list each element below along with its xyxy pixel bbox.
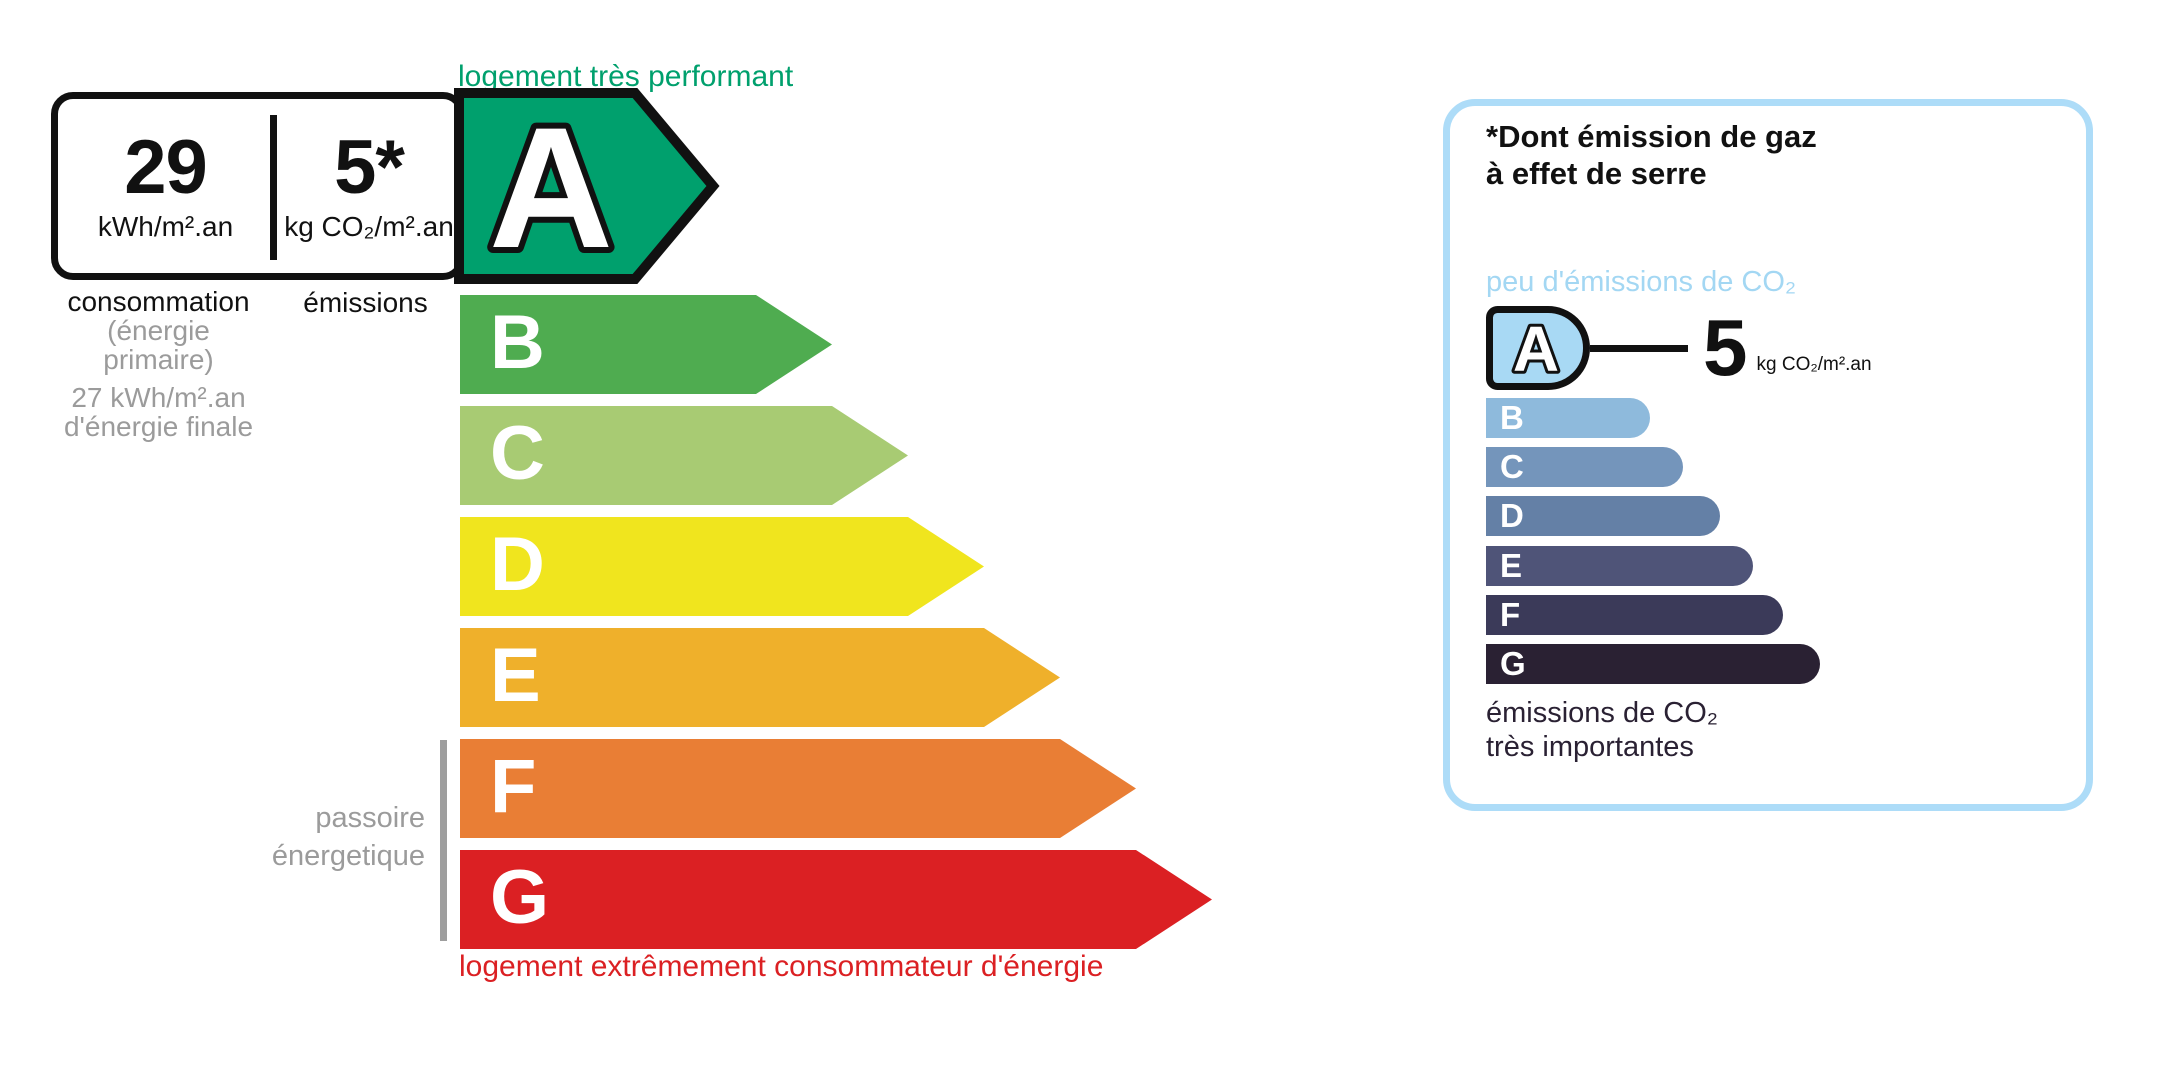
co2-class-a-badge-svg: A	[1510, 313, 1562, 383]
passoire-divider-line	[440, 740, 447, 941]
energy-bar-d: D	[460, 517, 984, 616]
passoire-label-line1: passoire	[315, 802, 425, 834]
co2-bar-d: D	[1486, 496, 1720, 536]
energy-bar-b: B	[460, 295, 832, 394]
emission-unit: kg CO₂/m².an	[284, 210, 454, 242]
energy-bar-g: G	[460, 850, 1212, 949]
bottom-caption: logement extrêmement consommateur d'éner…	[459, 950, 1104, 983]
score-box-divider	[270, 115, 277, 260]
energy-bar-f: F	[460, 739, 1136, 838]
co2-panel-title-line1: *Dont émission de gaz	[1486, 119, 1817, 154]
co2-class-a-badge: A	[1486, 306, 1590, 390]
co2-bar-f: F	[1486, 595, 1783, 635]
co2-bar-e-letter: E	[1500, 547, 1523, 584]
co2-bar-d-letter: D	[1500, 497, 1524, 534]
energy-bar-b-letter: B	[490, 300, 545, 385]
energy-bar-c-letter: C	[490, 411, 545, 496]
energy-bar-c: C	[460, 406, 908, 505]
co2-bar-c: C	[1486, 447, 1683, 487]
energy-bar-g-letter: G	[490, 855, 550, 940]
co2-connector-line	[1590, 344, 1688, 352]
emissions-label: émissions	[303, 287, 428, 318]
emission-value: 5*	[334, 124, 405, 210]
co2-value: 5	[1703, 303, 1748, 392]
class-a-letter: A	[489, 92, 613, 284]
final-energy-value: 27 kWh/m².an	[71, 382, 246, 413]
class-a-arrow: A	[454, 86, 720, 287]
energy-bar-e: E	[460, 628, 1060, 727]
class-a-arrow-shape	[454, 88, 720, 284]
co2-value-unit: kg CO₂/m².an	[1756, 354, 1872, 375]
final-energy-caption: d'énergie finale	[63, 411, 254, 442]
passoire-label: passoire énergetique	[185, 799, 425, 875]
co2-panel-title: *Dont émission de gaz à effet de serre	[1486, 118, 1817, 192]
co2-class-a-letter: A	[1513, 313, 1559, 383]
co2-high-caption: émissions de CO₂ très importantes	[1486, 696, 1718, 764]
co2-bar-e: E	[1486, 546, 1753, 586]
co2-bar-g-letter: G	[1500, 645, 1526, 682]
consumption-title: consommation	[67, 286, 250, 317]
top-caption: logement très performant	[458, 60, 794, 93]
consumption-unit: kWh/m².an	[97, 210, 234, 242]
co2-high-caption-line1: émissions de CO₂	[1486, 697, 1719, 729]
co2-panel-title-line2: à effet de serre	[1486, 156, 1707, 191]
energy-bar-e-letter: E	[490, 633, 541, 718]
co2-low-caption: peu d'émissions de CO₂	[1486, 266, 1797, 298]
consumption-subtitle: (énergie primaire)	[103, 315, 214, 375]
co2-class-a-row: A 5 kg CO₂/m².an	[1486, 306, 1872, 390]
co2-bar-f-letter: F	[1500, 596, 1521, 633]
co2-emissions-panel: *Dont émission de gaz à effet de serre p…	[1443, 99, 2093, 811]
emission-cell: 5* kg CO₂/m².an	[280, 99, 458, 273]
co2-bar-g: G	[1486, 644, 1820, 684]
passoire-label-line2: énergetique	[271, 840, 425, 872]
consumption-labels: consommation (énergie primaire) 27 kWh/m…	[51, 287, 266, 441]
score-box: 29 kWh/m².an 5* kg CO₂/m².an	[51, 92, 465, 280]
consumption-cell: 29 kWh/m².an	[58, 99, 273, 273]
co2-bar-b-letter: B	[1500, 399, 1524, 436]
consumption-value: 29	[124, 124, 208, 210]
energy-bar-f-letter: F	[490, 744, 537, 829]
co2-bar-b: B	[1486, 398, 1650, 438]
co2-high-caption-line2: très importantes	[1486, 731, 1694, 763]
co2-bar-c-letter: C	[1500, 448, 1524, 485]
energy-bar-d-letter: D	[490, 522, 545, 607]
